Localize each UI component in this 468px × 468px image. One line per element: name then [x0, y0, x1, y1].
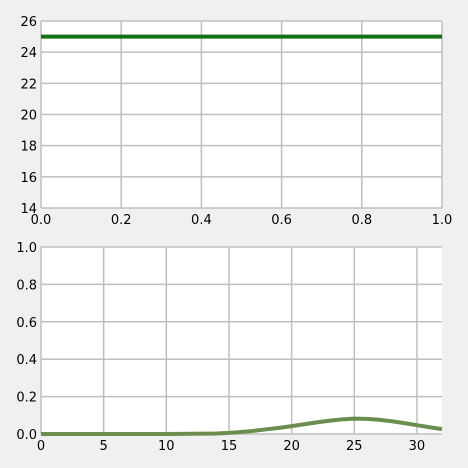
x-tick-label: 0 [37, 439, 45, 454]
y-tick-label: 26 [20, 15, 37, 30]
y-tick-label: 0.4 [16, 353, 37, 368]
plot-area [41, 247, 442, 434]
x-tick-label: 30 [409, 439, 426, 454]
y-tick-label: 24 [20, 46, 37, 61]
series-line [41, 416, 443, 436]
x-tick-label: 0.4 [191, 213, 212, 228]
y-tick-label: 0.6 [16, 316, 37, 331]
y-tick-label: 0.2 [16, 391, 37, 406]
y-tick-label: 22 [20, 77, 37, 92]
x-tick-label: 0.8 [351, 213, 372, 228]
x-tick-label: 0.2 [111, 213, 132, 228]
y-tick-label: 0.8 [16, 278, 37, 293]
x-tick-label: 5 [100, 439, 108, 454]
x-tick-label: 0.6 [271, 213, 292, 228]
bottom-chart: 0 5 10 15 20 25 30 0.0 0.2 0.4 0.6 0.8 1.0 [16, 241, 443, 454]
y-tick-label: 18 [20, 140, 37, 155]
y-tick-label: 16 [20, 171, 37, 186]
y-tick-label: 0.0 [16, 428, 37, 443]
y-tick-label: 20 [20, 109, 37, 124]
x-tick-label: 0.0 [31, 213, 52, 228]
x-tick-label: 1.0 [432, 213, 453, 228]
x-tick-label: 10 [158, 439, 175, 454]
y-tick-label: 14 [20, 202, 37, 217]
x-tick-label: 15 [221, 439, 238, 454]
y-tick-label: 1.0 [16, 241, 37, 256]
top-chart: 0.0 0.2 0.4 0.6 0.8 1.0 14 16 18 20 22 24 26 [20, 15, 452, 228]
x-tick-label: 25 [346, 439, 363, 454]
x-tick-label: 20 [283, 439, 300, 454]
